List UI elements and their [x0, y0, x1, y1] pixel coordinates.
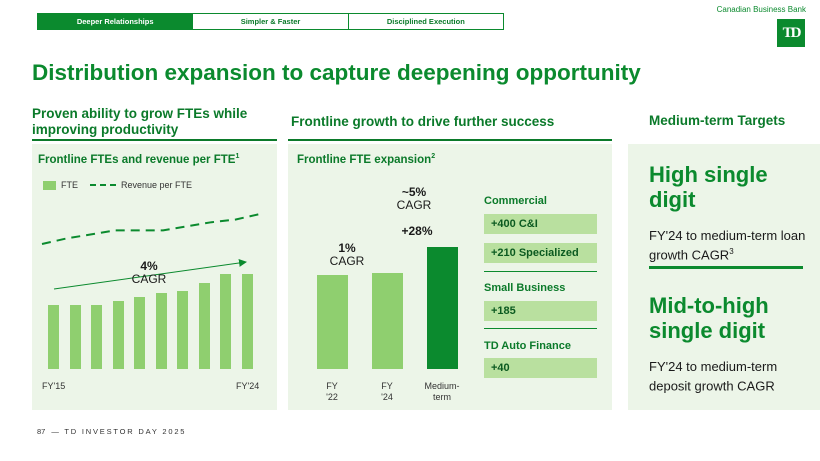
left-column-heading: Proven ability to grow FTEs while improv…	[32, 106, 248, 137]
segment-auto-finance-item-1: +40	[484, 358, 597, 378]
legend-revenue-label: Revenue per FTE	[121, 180, 193, 190]
fte-bar	[177, 290, 188, 369]
fte-bar	[91, 304, 102, 369]
middle-column-rule	[288, 139, 612, 141]
segment-divider-1	[484, 271, 597, 272]
footer-text: — TD INVESTOR DAY 2025	[51, 427, 187, 436]
middle-x-label-2: FY '24	[381, 381, 393, 402]
legend-fte-swatch	[43, 180, 56, 190]
logo-text: TD	[782, 24, 802, 41]
legend-fte-label: FTE	[61, 180, 78, 190]
fte-bar	[48, 304, 59, 369]
brand-label: Canadian Business Bank	[716, 5, 806, 14]
segment-small-business-item-1: +185	[484, 301, 597, 321]
fte-bar	[220, 273, 231, 369]
targets-panel	[628, 144, 820, 410]
right-column-heading: Medium-term Targets	[649, 113, 786, 128]
target-2-headline: Mid-to-high single digit	[649, 293, 769, 343]
td-logo: TD	[777, 19, 805, 47]
middle-cagr2-label: ~5% CAGR	[396, 185, 432, 212]
middle-column-heading: Frontline growth to drive further succes…	[291, 114, 555, 129]
middle-chart-title: Frontline FTE expansion2	[297, 153, 436, 166]
segment-commercial-item-2: +210 Specialized	[484, 243, 597, 263]
fte-bar	[69, 304, 81, 369]
middle-cagr1-label: 1% CAGR	[329, 241, 365, 268]
page-title: Distribution expansion to capture deepen…	[32, 60, 641, 85]
target-1-headline: High single digit	[649, 162, 768, 212]
footer: 87 — TD INVESTOR DAY 2025	[37, 427, 186, 436]
segment-auto-finance-heading: TD Auto Finance	[484, 340, 571, 352]
section-tabs: Deeper Relationships Simpler & Faster Di…	[37, 13, 504, 30]
fte-bar	[241, 273, 253, 369]
target-2-description: FY'24 to medium-term deposit growth CAGR	[649, 359, 778, 394]
fte-bar	[155, 293, 167, 369]
segment-divider-2	[484, 328, 597, 329]
fte-bar	[112, 301, 124, 369]
middle-growth-label: +28%	[401, 224, 433, 238]
target-1-description: FY'24 to medium-term loan growth CAGR3	[649, 228, 806, 263]
targets-divider	[649, 266, 803, 269]
fte-expansion-bar	[427, 247, 458, 369]
segment-commercial-item-1: +400 C&I	[484, 214, 597, 234]
tab-simpler-faster[interactable]: Simpler & Faster	[192, 14, 348, 29]
segment-small-business-heading: Small Business	[484, 282, 566, 294]
tab-deeper-relationships[interactable]: Deeper Relationships	[38, 14, 193, 29]
middle-x-label-3: Medium-term	[424, 381, 460, 402]
page-number: 87	[37, 427, 46, 436]
left-column-rule	[32, 139, 277, 141]
left-cagr-label: 4% CAGR	[131, 259, 167, 286]
left-x-start: FY'15	[42, 381, 66, 391]
left-chart-legend: FTE Revenue per FTE	[43, 180, 192, 190]
fte-expansion-bar	[317, 275, 348, 369]
middle-x-label-1: FY '22	[326, 381, 338, 402]
left-chart-title: Frontline FTEs and revenue per FTE1	[38, 153, 240, 166]
fte-bar	[198, 282, 210, 369]
fte-bar	[134, 296, 145, 369]
legend-revenue-dash	[90, 184, 116, 186]
tab-disciplined-execution[interactable]: Disciplined Execution	[347, 14, 503, 29]
segment-commercial-heading: Commercial	[484, 195, 547, 207]
left-x-end: FY'24	[236, 381, 260, 391]
fte-expansion-bar	[372, 273, 403, 369]
